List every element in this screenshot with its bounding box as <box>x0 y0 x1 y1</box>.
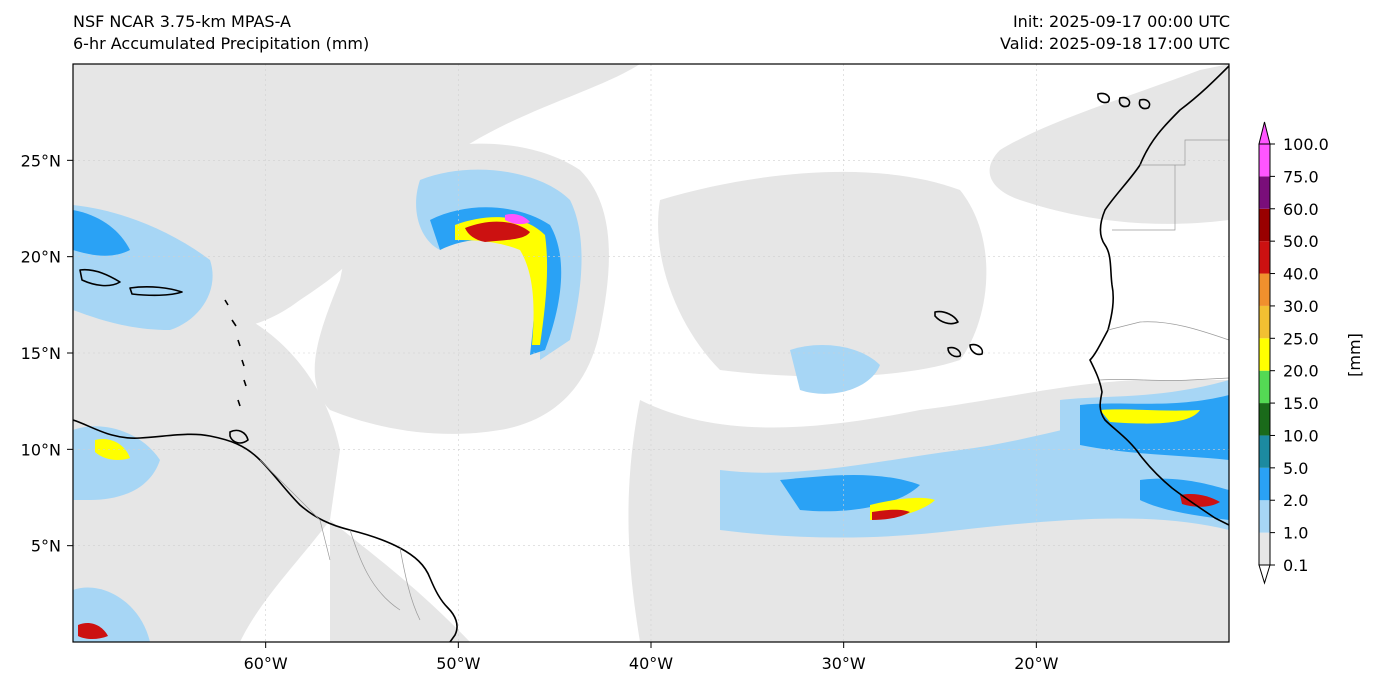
lon-tick-label: 60°W <box>244 654 288 673</box>
lat-tick-label: 20°N <box>21 248 61 267</box>
precip-area-caribbean <box>73 320 340 642</box>
lon-tick-label: 40°W <box>629 654 673 673</box>
political-borders <box>259 139 1229 621</box>
precip-area-northwest <box>73 64 640 330</box>
colorbar-level-label: 20.0 <box>1283 362 1319 381</box>
map-area <box>73 64 1229 642</box>
coast-canary-1 <box>1097 92 1111 104</box>
lat-tick-label: 25°N <box>21 151 61 170</box>
colorbar: 0.1 1.0 2.0 5.0 10.0 15.0 20.0 25.0 30.0 40.0 50.0… <box>1258 121 1329 585</box>
colorbar-level-label: 10.0 <box>1283 426 1319 445</box>
latitude-axis: 25°N 20°N 15°N 10°N 5°N <box>21 151 73 556</box>
border-senegal-mali <box>1107 321 1229 341</box>
precip-core-storm-yellow <box>455 217 548 345</box>
precip-core-storm-magenta <box>505 213 530 225</box>
coast-puerto-rico <box>79 268 121 287</box>
precip-core-africa-yellow <box>1100 409 1200 424</box>
precip-area-south-america <box>330 520 470 642</box>
colorbar-segment <box>1259 208 1270 242</box>
init-time: Init: 2025-09-17 00:00 UTC <box>1012 12 1230 31</box>
coast-lesser-antilles <box>224 299 247 407</box>
coast-canary-3 <box>1138 98 1151 110</box>
colorbar-level-label: 40.0 <box>1283 265 1319 284</box>
longitude-axis: 60°W 50°W 40°W 30°W 20°W <box>244 642 1059 673</box>
colorbar-segment <box>1259 532 1270 565</box>
valid-time: Valid: 2025-09-18 17:00 UTC <box>999 34 1230 53</box>
colorbar-level-label: 0.1 <box>1283 556 1308 575</box>
title-block: NSF NCAR 3.75-km MPAS-A 6-hr Accumulated… <box>73 11 369 55</box>
lon-tick-label: 20°W <box>1014 654 1058 673</box>
colorbar-segment <box>1259 144 1270 177</box>
coast-south-america <box>73 419 458 642</box>
colorbar-segment <box>1259 435 1270 468</box>
colorbar-segment <box>1259 370 1270 404</box>
colorbar-segment <box>1259 467 1270 501</box>
border-guinea <box>1099 377 1229 381</box>
border-south-america-2 <box>349 529 401 611</box>
colorbar-level-label: 100.0 <box>1283 135 1329 154</box>
colorbar-segment <box>1259 176 1270 209</box>
coast-hispaniola-east <box>129 285 183 297</box>
lat-tick-label: 5°N <box>31 537 61 556</box>
precip-area-central-cluster <box>790 345 880 394</box>
lon-tick-label: 30°W <box>822 654 866 673</box>
lat-tick-label: 15°N <box>21 344 61 363</box>
precip-area-caribbean-south <box>73 426 160 500</box>
lon-tick-label: 50°W <box>436 654 480 673</box>
coast-canary-2 <box>1118 96 1131 108</box>
colorbar-level-label: 1.0 <box>1283 524 1308 543</box>
border-mauritania <box>1112 165 1176 231</box>
colorbar-level-label: 2.0 <box>1283 491 1308 510</box>
coast-trinidad <box>229 429 249 444</box>
colorbar-frame <box>1258 143 1271 566</box>
precip-core-caribbean-yellow <box>95 438 130 460</box>
colorbar-segment <box>1259 273 1270 306</box>
colorbar-level-label: 60.0 <box>1283 200 1319 219</box>
coast-cape-verde-1 <box>934 310 959 325</box>
border-south-america-1 <box>259 459 331 561</box>
precip-core-caribbean-blue <box>73 210 130 256</box>
colorbar-level-label: 75.0 <box>1283 167 1319 186</box>
precip-core-storm-red <box>465 221 530 242</box>
coast-cape-verde-2 <box>947 346 962 358</box>
colorbar-extend-low <box>1258 564 1271 585</box>
time-block: Init: 2025-09-17 00:00 UTC Valid: 2025-0… <box>1000 11 1230 55</box>
colorbar-segment <box>1259 305 1270 339</box>
colorbar-unit-label: [mm] <box>1345 333 1364 377</box>
colorbar-level-label: 50.0 <box>1283 232 1319 251</box>
precip-area-central-atlantic <box>658 171 987 377</box>
colorbar-level-label: 15.0 <box>1283 394 1319 413</box>
colorbar-segment <box>1259 500 1270 533</box>
border-south-america-3 <box>399 547 421 621</box>
colorbar-segment <box>1259 241 1270 274</box>
precip-area-northeast <box>989 64 1229 224</box>
precip-intense-cores <box>78 213 1220 639</box>
precip-core-sw-red <box>78 623 108 639</box>
colorbar-level-label: 30.0 <box>1283 297 1319 316</box>
colorbar-segment <box>1259 403 1270 436</box>
field-title: 6-hr Accumulated Precipitation (mm) <box>73 34 370 53</box>
colorbar-segment <box>1259 338 1270 371</box>
colorbar-level-label: 25.0 <box>1283 329 1319 348</box>
gridlines <box>73 64 1229 642</box>
coast-cape-verde-3 <box>969 343 984 356</box>
border-west-sahara <box>1140 139 1229 166</box>
precip-core-itcz-red <box>872 509 910 520</box>
lat-tick-label: 10°N <box>21 440 61 459</box>
colorbar-extend-high <box>1258 121 1271 145</box>
precip-core-africa-red <box>1180 493 1220 507</box>
colorbar-level-label: 5.0 <box>1283 459 1308 478</box>
model-title: NSF NCAR 3.75-km MPAS-A <box>73 12 291 31</box>
